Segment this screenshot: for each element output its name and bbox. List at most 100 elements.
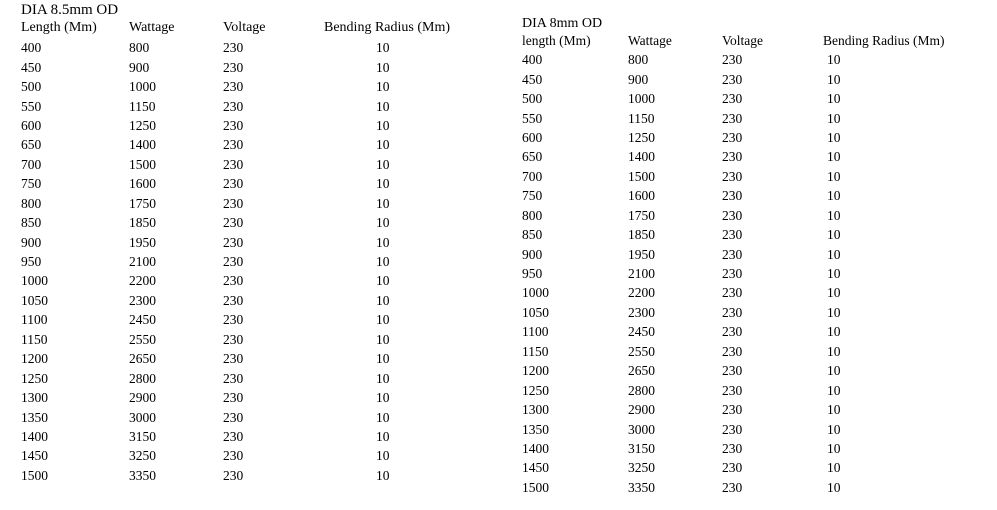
cell-voltage: 230 bbox=[722, 71, 743, 87]
table-row: 1150 2550 230 10 bbox=[522, 342, 987, 361]
cell-length: 1450 bbox=[522, 460, 549, 476]
cell-wattage: 2100 bbox=[129, 254, 156, 270]
cell-wattage: 2450 bbox=[628, 324, 655, 340]
cell-voltage: 230 bbox=[223, 117, 244, 133]
cell-voltage: 230 bbox=[722, 460, 743, 476]
table-row: 500 1000 230 10 bbox=[522, 89, 987, 108]
table-row: 750 1600 230 10 bbox=[522, 186, 987, 205]
table-row: 1500 3350 230 10 bbox=[21, 466, 536, 485]
cell-voltage: 230 bbox=[722, 363, 743, 379]
cell-length: 600 bbox=[21, 117, 42, 133]
table-row: 950 2100 230 10 bbox=[21, 252, 536, 271]
cell-length: 1250 bbox=[522, 382, 549, 398]
cell-bending-radius: 10 bbox=[827, 460, 841, 476]
table-row: 950 2100 230 10 bbox=[522, 264, 987, 283]
cell-bending-radius: 10 bbox=[376, 156, 390, 172]
cell-bending-radius: 10 bbox=[376, 176, 390, 192]
cell-voltage: 230 bbox=[223, 234, 244, 250]
cell-voltage: 230 bbox=[722, 266, 743, 282]
cell-wattage: 1600 bbox=[628, 188, 655, 204]
cell-voltage: 230 bbox=[223, 254, 244, 270]
cell-bending-radius: 10 bbox=[827, 168, 841, 184]
cell-length: 800 bbox=[522, 207, 543, 223]
cell-bending-radius: 10 bbox=[376, 59, 390, 75]
cell-bending-radius: 10 bbox=[827, 343, 841, 359]
table-row: 1350 3000 230 10 bbox=[21, 407, 536, 426]
cell-length: 700 bbox=[522, 168, 543, 184]
cell-length: 1300 bbox=[21, 390, 48, 406]
table-row: 1000 2200 230 10 bbox=[522, 283, 987, 302]
table-row: 650 1400 230 10 bbox=[21, 135, 536, 154]
cell-wattage: 2300 bbox=[129, 292, 156, 308]
cell-wattage: 1000 bbox=[628, 91, 655, 107]
cell-voltage: 230 bbox=[223, 467, 244, 483]
cell-length: 850 bbox=[522, 227, 543, 243]
table-row: 800 1750 230 10 bbox=[21, 194, 536, 213]
table-row: 900 1950 230 10 bbox=[522, 244, 987, 263]
table-row: 600 1250 230 10 bbox=[522, 128, 987, 147]
column-header-voltage: Voltage bbox=[223, 20, 266, 35]
cell-bending-radius: 10 bbox=[827, 285, 841, 301]
cell-voltage: 230 bbox=[722, 479, 743, 495]
cell-length: 750 bbox=[21, 176, 42, 192]
cell-voltage: 230 bbox=[223, 215, 244, 231]
table-row: 1500 3350 230 10 bbox=[522, 478, 987, 497]
cell-voltage: 230 bbox=[722, 168, 743, 184]
cell-voltage: 230 bbox=[223, 273, 244, 289]
table-row: 1450 3250 230 10 bbox=[522, 458, 987, 477]
cell-wattage: 1750 bbox=[129, 195, 156, 211]
cell-wattage: 1000 bbox=[129, 79, 156, 95]
cell-bending-radius: 10 bbox=[827, 479, 841, 495]
cell-wattage: 1500 bbox=[628, 168, 655, 184]
cell-length: 1250 bbox=[21, 370, 48, 386]
table-row: 1050 2300 230 10 bbox=[522, 303, 987, 322]
table-row: 650 1400 230 10 bbox=[522, 147, 987, 166]
cell-wattage: 900 bbox=[129, 59, 150, 75]
cell-length: 1300 bbox=[522, 402, 549, 418]
cell-voltage: 230 bbox=[722, 149, 743, 165]
cell-length: 1150 bbox=[21, 331, 48, 347]
cell-voltage: 230 bbox=[223, 370, 244, 386]
column-header-bending-radius: Bending Radius (Mm) bbox=[324, 20, 450, 35]
cell-length: 1100 bbox=[522, 324, 549, 340]
cell-wattage: 3350 bbox=[129, 467, 156, 483]
cell-length: 1400 bbox=[21, 428, 48, 444]
cell-length: 1450 bbox=[21, 448, 48, 464]
table-row: 500 1000 230 10 bbox=[21, 77, 536, 96]
cell-length: 900 bbox=[21, 234, 42, 250]
cell-length: 1000 bbox=[21, 273, 48, 289]
table-header-row: length (Mm) Wattage Voltage Bending Radi… bbox=[522, 32, 987, 50]
table-row: 550 1150 230 10 bbox=[522, 108, 987, 127]
cell-length: 800 bbox=[21, 195, 42, 211]
cell-length: 400 bbox=[522, 52, 543, 68]
cell-bending-radius: 10 bbox=[376, 98, 390, 114]
cell-wattage: 2800 bbox=[628, 382, 655, 398]
cell-length: 1350 bbox=[21, 409, 48, 425]
cell-length: 950 bbox=[522, 266, 543, 282]
cell-wattage: 800 bbox=[628, 52, 649, 68]
table-row: 750 1600 230 10 bbox=[21, 174, 536, 193]
cell-bending-radius: 10 bbox=[376, 137, 390, 153]
cell-length: 900 bbox=[522, 246, 543, 262]
cell-voltage: 230 bbox=[223, 176, 244, 192]
column-header-wattage: Wattage bbox=[129, 20, 175, 35]
cell-wattage: 3350 bbox=[628, 479, 655, 495]
cell-bending-radius: 10 bbox=[827, 207, 841, 223]
cell-length: 1050 bbox=[21, 292, 48, 308]
cell-bending-radius: 10 bbox=[376, 79, 390, 95]
cell-wattage: 1750 bbox=[628, 207, 655, 223]
cell-bending-radius: 10 bbox=[827, 188, 841, 204]
cell-bending-radius: 10 bbox=[827, 363, 841, 379]
cell-length: 1200 bbox=[21, 351, 48, 367]
cell-voltage: 230 bbox=[223, 292, 244, 308]
cell-bending-radius: 10 bbox=[376, 234, 390, 250]
cell-bending-radius: 10 bbox=[827, 402, 841, 418]
table-row: 700 1500 230 10 bbox=[522, 167, 987, 186]
cell-length: 500 bbox=[21, 79, 42, 95]
cell-voltage: 230 bbox=[722, 402, 743, 418]
table-row: 1350 3000 230 10 bbox=[522, 419, 987, 438]
right-spec-table: length (Mm) Wattage Voltage Bending Radi… bbox=[522, 32, 987, 497]
cell-bending-radius: 10 bbox=[827, 91, 841, 107]
table-row: 1000 2200 230 10 bbox=[21, 271, 536, 290]
table-row: 1300 2900 230 10 bbox=[21, 388, 536, 407]
